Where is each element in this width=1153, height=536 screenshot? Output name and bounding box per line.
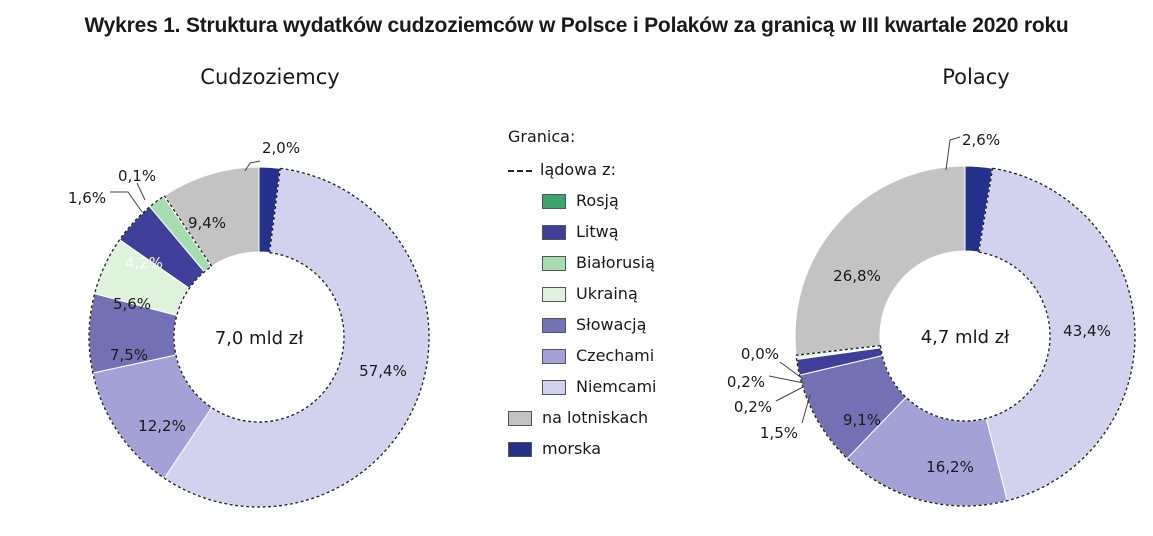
donut-center-label: 4,7 mld zł — [921, 327, 1010, 348]
legend-label: Białorusią — [576, 253, 655, 272]
data-label: 1,6% — [68, 189, 106, 207]
data-label: 0,2% — [727, 373, 765, 391]
donut-title: Polacy — [942, 65, 1009, 89]
legend-swatch — [542, 318, 566, 333]
data-label: 9,1% — [843, 411, 881, 429]
legend-swatch — [542, 349, 566, 364]
donut-title: Cudzoziemcy — [200, 65, 339, 89]
data-label: 2,0% — [262, 139, 300, 157]
legend-label: Litwą — [576, 222, 619, 241]
legend-label: na lotniskach — [542, 408, 649, 427]
data-label: 9,4% — [188, 214, 226, 232]
legend-swatch — [542, 380, 566, 395]
chart-title: Wykres 1. Struktura wydatków cudzoziemcó… — [84, 14, 1069, 37]
land-group-inner-outline — [879, 251, 1051, 422]
data-label: 43,4% — [1063, 322, 1111, 340]
land-group-outer-outline — [88, 167, 430, 508]
data-label: 0,1% — [118, 167, 156, 185]
data-label: 57,4% — [359, 362, 407, 380]
legend-swatch — [542, 287, 566, 302]
legend-label: Czechami — [576, 346, 655, 365]
label-leader-line — [779, 361, 804, 380]
donut-slice — [163, 166, 260, 268]
legend-group-label: Granica: — [508, 127, 576, 146]
legend-swatch — [508, 442, 532, 457]
data-label: 26,8% — [833, 267, 881, 285]
label-leader-line — [801, 394, 811, 424]
data-label: 12,2% — [138, 417, 186, 435]
legend-label: morska — [542, 439, 602, 458]
land-group-outer-outline — [795, 167, 1136, 507]
legend-label: Ukrainą — [576, 284, 638, 303]
donut-slice — [794, 165, 966, 356]
data-label: 16,2% — [926, 458, 974, 476]
legend-swatch — [542, 256, 566, 271]
legend-label: Słowacją — [576, 315, 647, 334]
donut-center-label: 7,0 mld zł — [215, 328, 304, 349]
label-leader-line — [945, 136, 961, 171]
data-label: 2,6% — [962, 131, 1000, 149]
data-label: 1,5% — [760, 424, 798, 442]
legend-swatch — [542, 225, 566, 240]
legend-label: Rosją — [576, 191, 619, 210]
legend-swatch — [508, 411, 532, 426]
data-label: 7,5% — [110, 346, 148, 364]
legend-swatch — [542, 194, 566, 209]
label-leader-line — [775, 386, 804, 402]
data-label: 5,6% — [113, 295, 151, 313]
label-leader-line — [110, 191, 143, 213]
label-leader-line — [244, 160, 261, 172]
legend-dash-swatch — [508, 170, 532, 172]
legend-label-land: lądowa z: — [540, 160, 616, 179]
land-group-inner-outline — [173, 252, 345, 423]
data-label: 0,0% — [741, 345, 779, 363]
data-label: 0,2% — [734, 398, 772, 416]
data-label: 4,2% — [125, 254, 163, 272]
label-leader-line — [768, 375, 805, 384]
legend-label: Niemcami — [576, 377, 657, 396]
label-leader-line — [136, 182, 146, 201]
